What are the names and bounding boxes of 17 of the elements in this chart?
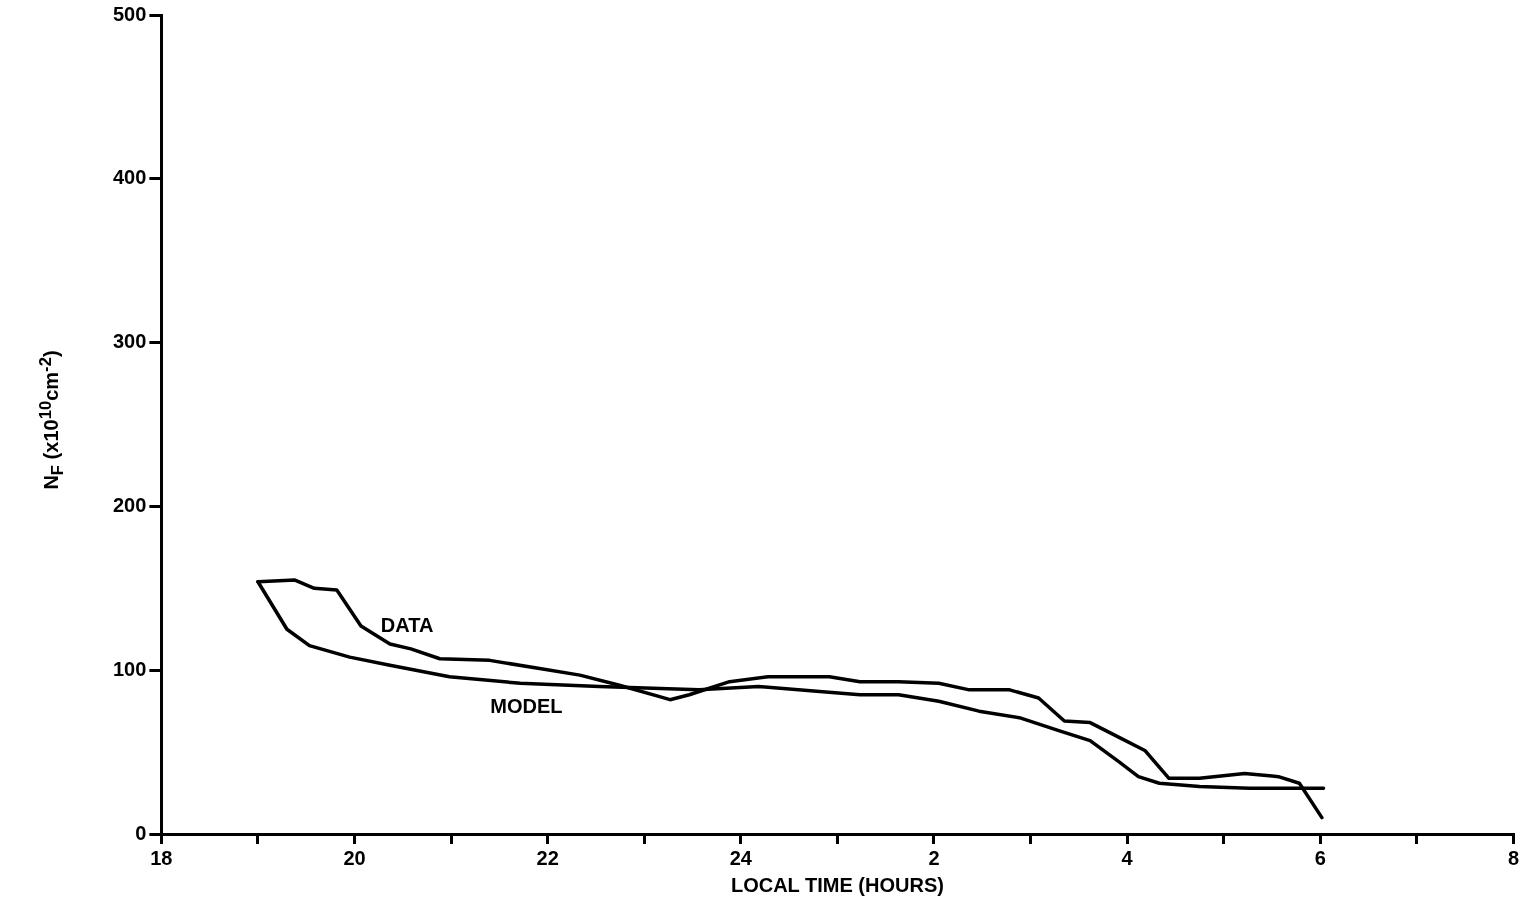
series-label: DATA [380,614,434,637]
x-tick-label: 6 [1314,846,1326,869]
x-tick-label: 2 [928,846,940,869]
x-tick-label: 18 [150,846,173,869]
x-tick-label: 8 [1507,846,1519,869]
x-tick-label: 22 [536,846,559,869]
x-tick-label: 4 [1121,846,1134,869]
y-tick-label: 500 [112,2,147,25]
y-tick-label: 400 [112,166,147,189]
y-tick-label: 100 [112,657,147,680]
series-label: MODEL [490,694,563,717]
x-tick-label: 20 [343,846,366,869]
y-tick-label: 300 [112,330,147,353]
x-tick-label: 24 [729,846,753,869]
y-tick-label: 200 [112,493,147,516]
x-axis-title: LOCAL TIME (HOURS) [730,873,944,896]
y-tick-label: 0 [135,821,147,844]
